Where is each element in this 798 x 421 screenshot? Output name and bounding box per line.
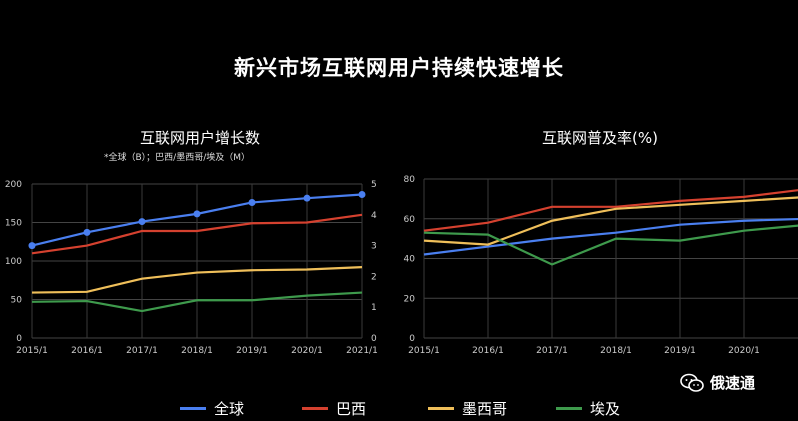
left-series-line-巴西: [31, 213, 363, 255]
left-y2-tick-label: 5: [371, 180, 377, 190]
left-x-tick-label: 2016/1: [71, 346, 103, 356]
right-y-tick-label: 60: [404, 215, 416, 225]
left-y2-tick-label: 3: [371, 242, 377, 252]
left-y-tick-label: 50: [11, 296, 23, 306]
legend-item-mexico: 墨西哥: [428, 398, 507, 419]
legend-swatch-mexico: [428, 407, 454, 410]
left-chart-title: 互联网用户增长数: [139, 129, 260, 147]
right-series-line-墨西哥: [423, 196, 798, 246]
right-y-tick-label: 40: [404, 255, 416, 265]
left-y2-tick-label: 1: [371, 303, 377, 313]
left-x-tick-label: 2020/1: [291, 346, 323, 356]
watermark-text: 俄速通: [710, 374, 756, 392]
right-series-line-巴西: [423, 189, 798, 232]
right-x-tick-label: 2018/1: [600, 346, 632, 356]
legend-label-egypt: 埃及: [590, 400, 621, 418]
right-x-tick-label: 2016/1: [472, 346, 504, 356]
left-x-tick-label: 2017/1: [126, 346, 158, 356]
watermark: 俄速通: [680, 372, 755, 393]
legend-swatch-global: [180, 407, 206, 410]
left-chart-subtitle: *全球（B）；巴西/墨西哥/埃及（M）: [104, 153, 251, 163]
left-x-tick-label: 2021/1: [346, 346, 378, 356]
left-series-point-全球: [138, 218, 146, 226]
legend-label-global: 全球: [214, 400, 245, 418]
right-y-tick-label: 80: [404, 175, 416, 185]
right-series-line-埃及: [423, 224, 798, 266]
wechat-icon: [680, 373, 704, 392]
right-x-tick-label: 2020/1: [728, 346, 760, 356]
left-series-line-墨西哥: [31, 266, 363, 294]
legend: 全球 巴西 墨西哥 埃及: [0, 398, 798, 420]
left-x-tick-label: 2015/1: [16, 346, 48, 356]
right-x-tick-label: 2015/1: [408, 346, 440, 356]
legend-item-egypt: 埃及: [556, 398, 620, 419]
left-series-line-埃及: [31, 291, 363, 313]
right-x-tick-label: 2017/1: [536, 346, 568, 356]
left-series-point-全球: [303, 194, 311, 202]
legend-swatch-egypt: [556, 407, 582, 410]
left-y2-tick-label: 2: [371, 272, 377, 282]
left-y-tick-label: 100: [5, 257, 22, 267]
left-y-tick-label: 200: [5, 180, 22, 190]
left-y-tick-label: 150: [5, 219, 22, 229]
left-x-tick-label: 2018/1: [181, 346, 213, 356]
left-y-tick-label: 0: [16, 334, 22, 344]
legend-swatch-brazil: [302, 407, 328, 410]
right-chart-title: 互联网普及率(%): [542, 129, 658, 147]
left-series-point-全球: [358, 190, 366, 198]
right-y-tick-label: 0: [409, 334, 415, 344]
left-y2-tick-label: 4: [371, 211, 377, 221]
main-title: 新兴市场互联网用户持续快速增长: [234, 56, 564, 80]
legend-label-mexico: 墨西哥: [462, 400, 508, 418]
left-x-tick-label: 2019/1: [236, 346, 268, 356]
legend-label-brazil: 巴西: [336, 400, 367, 418]
legend-item-brazil: 巴西: [302, 398, 366, 419]
right-y-tick-label: 20: [404, 294, 416, 304]
left-series-point-全球: [193, 210, 201, 218]
left-series-point-全球: [83, 228, 91, 236]
left-series-point-全球: [248, 198, 256, 206]
left-series-point-全球: [28, 242, 36, 250]
legend-item-global: 全球: [180, 398, 244, 419]
left-y2-tick-label: 0: [371, 334, 377, 344]
right-series-line-全球: [423, 217, 798, 256]
right-x-tick-label: 2019/1: [664, 346, 696, 356]
